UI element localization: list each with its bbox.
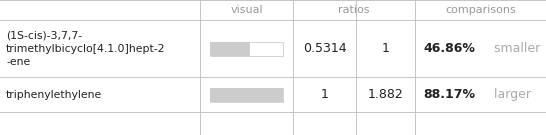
Text: comparisons: comparisons bbox=[445, 5, 516, 15]
Text: smaller: smaller bbox=[490, 42, 540, 55]
Text: 46.86%: 46.86% bbox=[423, 42, 475, 55]
Text: triphenylethylene: triphenylethylene bbox=[6, 90, 102, 99]
Text: 1.882: 1.882 bbox=[367, 88, 403, 101]
Text: 1: 1 bbox=[382, 42, 389, 55]
Text: 0.5314: 0.5314 bbox=[302, 42, 346, 55]
Text: larger: larger bbox=[490, 88, 531, 101]
Text: 88.17%: 88.17% bbox=[423, 88, 475, 101]
Text: visual: visual bbox=[230, 5, 263, 15]
Text: ratios: ratios bbox=[339, 5, 370, 15]
Bar bbox=[210, 41, 249, 55]
Bar bbox=[210, 41, 283, 55]
Bar bbox=[210, 87, 283, 102]
Text: (1S-cis)-3,7,7-
trimethylbicyclo[4.1.0]hept-2
-ene: (1S-cis)-3,7,7- trimethylbicyclo[4.1.0]h… bbox=[6, 30, 165, 67]
Bar bbox=[210, 87, 283, 102]
Text: 1: 1 bbox=[321, 88, 329, 101]
